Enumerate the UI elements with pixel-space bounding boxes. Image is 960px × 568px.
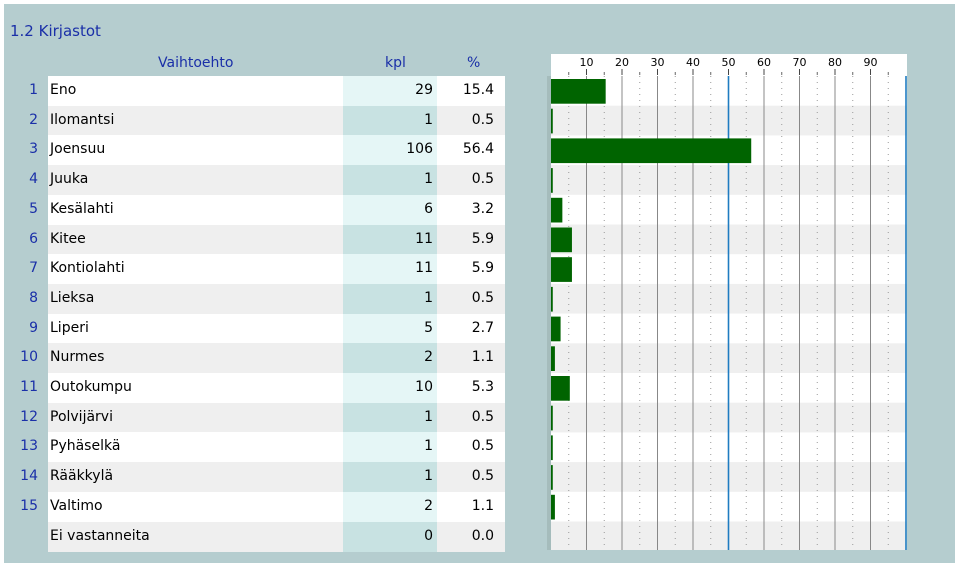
bar xyxy=(551,405,553,431)
row-percent: 0.5 xyxy=(437,432,505,463)
row-index: 7 xyxy=(29,260,38,277)
tick-label: 20 xyxy=(615,56,629,69)
row-percent: 0.5 xyxy=(437,283,505,315)
row-count: 0 xyxy=(343,521,437,552)
bar xyxy=(551,79,606,104)
row-label: Rääkkylä xyxy=(48,462,343,493)
row-label: Joensuu xyxy=(48,135,343,166)
header-percent: % xyxy=(467,55,481,71)
row-count: 29 xyxy=(343,76,437,107)
row-count: 11 xyxy=(343,254,437,285)
bar xyxy=(551,108,553,134)
row-label: Kesälahti xyxy=(48,194,343,225)
bar xyxy=(551,257,572,282)
row-label: Outokumpu xyxy=(48,373,343,404)
row-label: Juuka xyxy=(48,165,343,196)
row-percent: 1.1 xyxy=(437,343,505,374)
row-percent: 5.9 xyxy=(437,224,505,255)
bar xyxy=(551,138,752,164)
header-option: Vaihtoehto xyxy=(158,55,234,71)
row-percent: 3.2 xyxy=(437,194,505,225)
bar xyxy=(551,286,553,312)
row-index: 2 xyxy=(29,111,38,128)
row-percent: 56.4 xyxy=(437,135,505,166)
results-panel: 1.2 Kirjastot Vaihtoehto kpl % 1 Eno 29 15.… xyxy=(4,4,955,563)
row-percent: 15.4 xyxy=(437,76,505,107)
row-count: 2 xyxy=(343,491,437,522)
row-percent: 0.5 xyxy=(437,165,505,196)
bar xyxy=(551,316,561,342)
bar xyxy=(551,227,572,253)
chart-lead-column xyxy=(547,76,551,550)
chart-header-bg xyxy=(551,54,907,76)
row-count: 1 xyxy=(343,462,437,493)
row-count: 1 xyxy=(343,402,437,433)
row-count: 2 xyxy=(343,343,437,374)
row-count: 1 xyxy=(343,432,437,463)
bar xyxy=(551,465,553,490)
tick-label: 30 xyxy=(651,56,665,69)
row-label: Nurmes xyxy=(48,343,343,374)
row-percent: 5.3 xyxy=(437,373,505,404)
bar xyxy=(551,494,555,520)
row-index: 11 xyxy=(20,379,38,395)
row-label: Ilomantsi xyxy=(48,105,343,136)
row-index: 5 xyxy=(29,200,38,217)
tick-label: 90 xyxy=(864,56,878,69)
row-percent: 0.0 xyxy=(437,521,505,552)
tick-label: 70 xyxy=(793,56,807,69)
bar xyxy=(551,168,553,193)
row-count: 1 xyxy=(343,105,437,136)
row-count: 6 xyxy=(343,194,437,225)
row-count: 1 xyxy=(343,283,437,315)
bar xyxy=(551,435,553,461)
results-table: Vaihtoehto kpl % 1 Eno 29 15.4 2 Ilomantsi 1 0.… xyxy=(4,50,955,552)
bar xyxy=(551,197,563,223)
row-label: Pyhäselkä xyxy=(48,432,343,463)
tick-label: 10 xyxy=(580,56,594,69)
tick-label: 60 xyxy=(757,56,771,69)
row-percent: 0.5 xyxy=(437,462,505,493)
row-label: Liperi xyxy=(48,313,343,344)
row-percent: 1.1 xyxy=(437,491,505,522)
row-label: Ei vastanneita xyxy=(48,521,343,552)
bar xyxy=(551,376,570,401)
row-index: 3 xyxy=(29,141,38,158)
row-count: 1 xyxy=(343,165,437,196)
row-label: Lieksa xyxy=(48,283,343,315)
row-percent: 0.5 xyxy=(437,402,505,433)
row-count: 11 xyxy=(343,224,437,255)
row-count: 106 xyxy=(343,135,437,166)
row-index: 9 xyxy=(29,319,38,336)
header-count: kpl xyxy=(385,55,406,71)
row-label: Polvijärvi xyxy=(48,402,343,433)
tick-label: 80 xyxy=(828,56,842,69)
row-index xyxy=(4,522,41,552)
row-label: Kontiolahti xyxy=(48,254,343,285)
bar xyxy=(551,346,555,371)
row-count: 5 xyxy=(343,313,437,344)
row-index: 10 xyxy=(20,349,38,366)
row-index: 13 xyxy=(20,438,38,455)
tick-label: 50 xyxy=(722,56,736,69)
row-label: Eno xyxy=(48,76,343,107)
row-index: 6 xyxy=(29,230,38,247)
row-label: Valtimo xyxy=(48,491,343,522)
section-title: 1.2 Kirjastot xyxy=(10,22,101,40)
row-index: 8 xyxy=(29,289,38,306)
row-percent: 5.9 xyxy=(437,254,505,285)
percent-bar-chart: 10 20 30 40 50 60 70 80 90 xyxy=(547,54,907,550)
row-index: 12 xyxy=(20,408,38,425)
tick-label: 40 xyxy=(686,56,700,69)
row-count: 10 xyxy=(343,373,437,404)
row-percent: 2.7 xyxy=(437,313,505,344)
row-percent: 0.5 xyxy=(437,105,505,136)
row-label: Kitee xyxy=(48,224,343,255)
row-index: 14 xyxy=(20,468,38,485)
row-index: 15 xyxy=(20,497,38,514)
row-index: 1 xyxy=(29,82,38,98)
row-index: 4 xyxy=(29,171,38,188)
